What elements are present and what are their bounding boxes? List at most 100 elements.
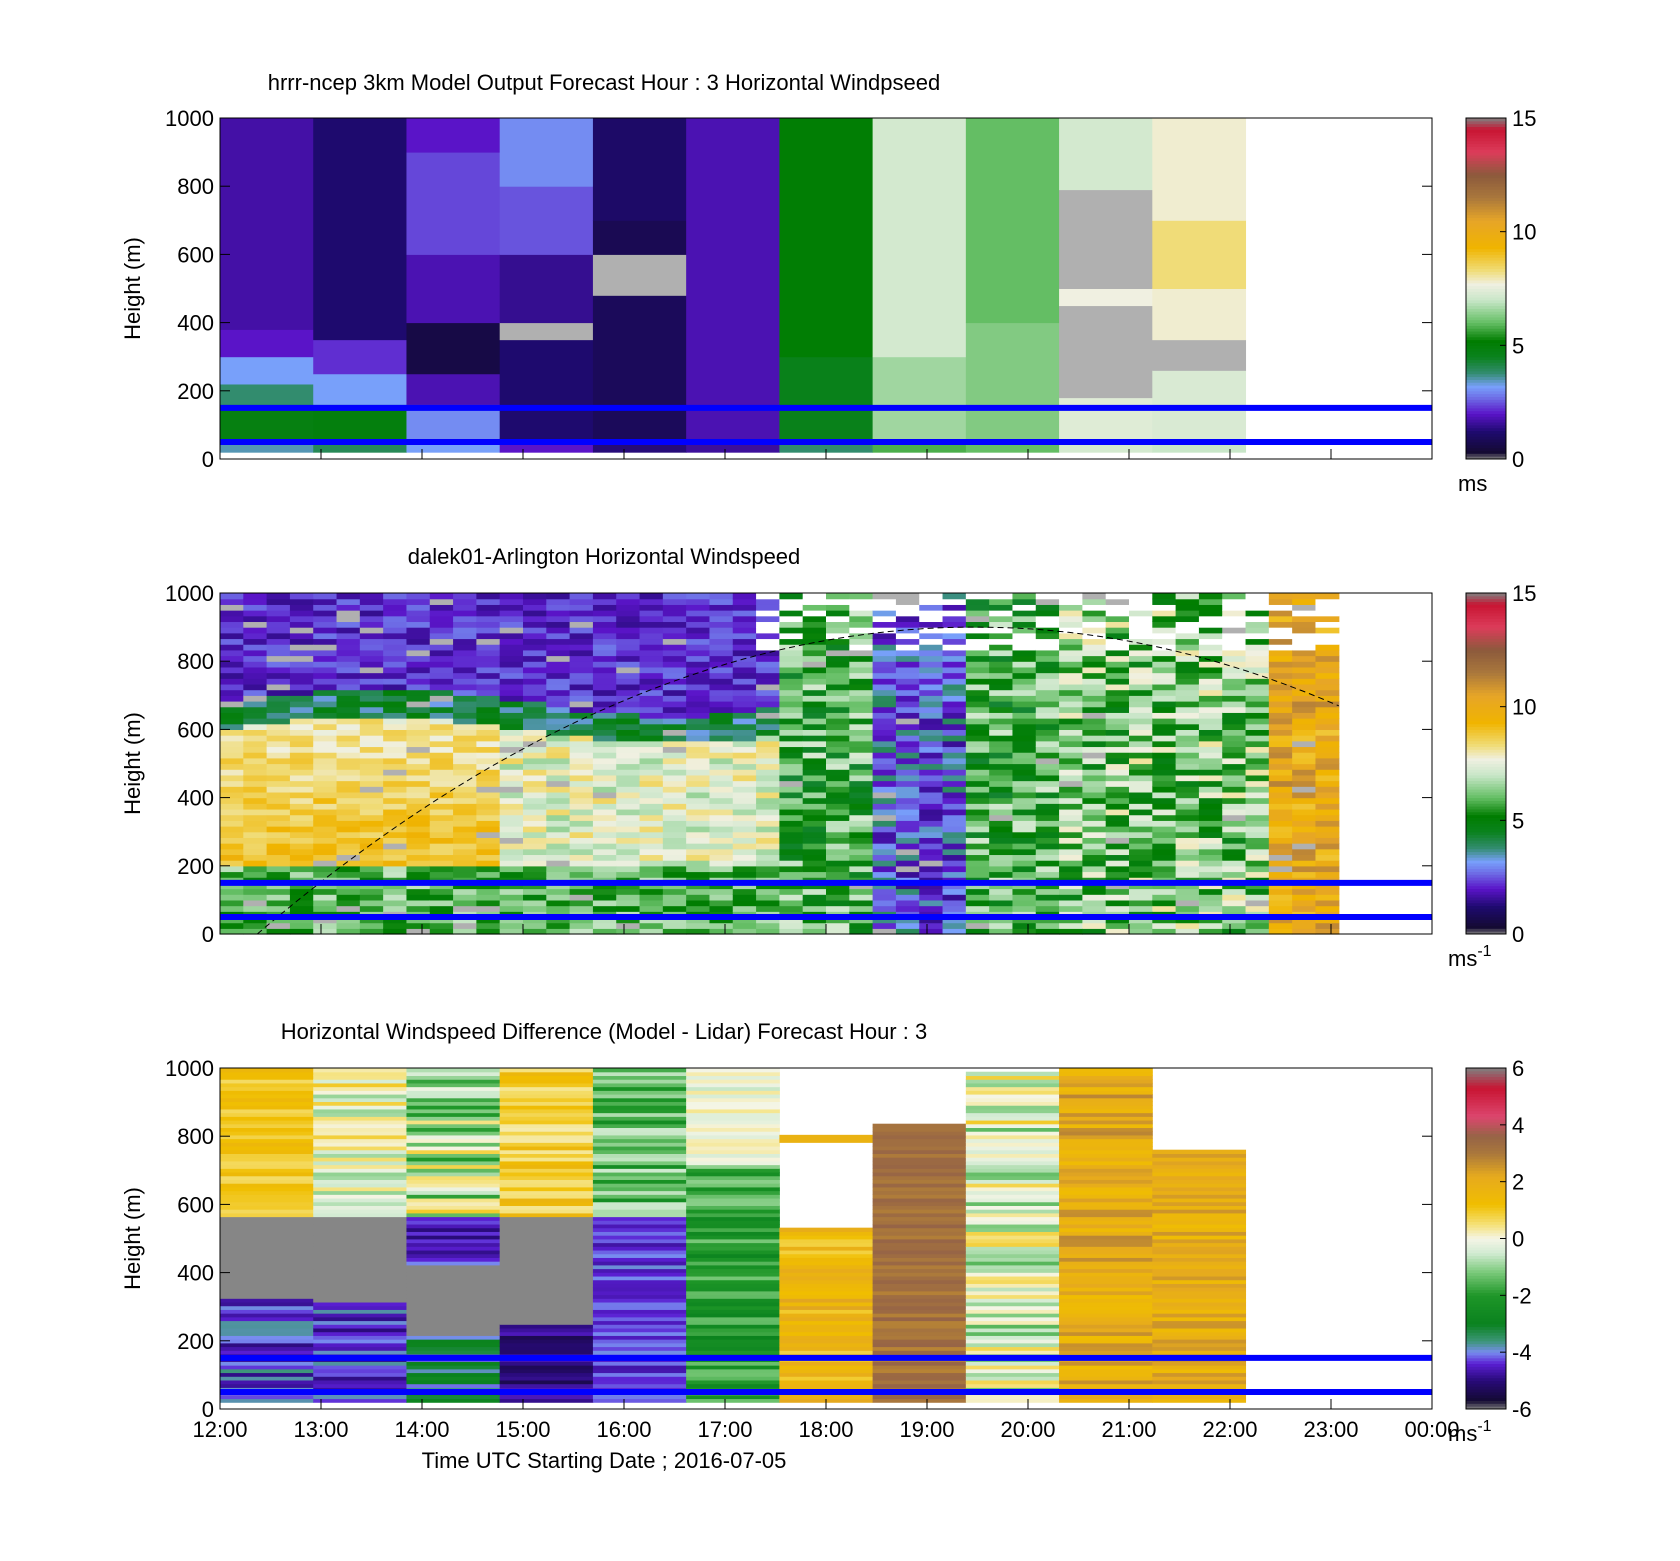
lidar-cell <box>849 735 874 742</box>
model-cell <box>1059 397 1153 440</box>
lidar-cell <box>592 905 617 912</box>
lidar-cell <box>1292 871 1317 878</box>
difference-cell <box>1152 1376 1247 1381</box>
lidar-cell <box>220 666 244 674</box>
colorbar-swatch <box>1466 154 1506 159</box>
lidar-cell <box>1292 695 1317 702</box>
lidar-cell <box>243 814 268 821</box>
lidar-cell <box>1245 791 1270 799</box>
lidar-cell <box>569 718 594 725</box>
lidar-cell <box>686 780 711 787</box>
lidar-cell <box>639 860 664 867</box>
difference-cell <box>779 1376 874 1381</box>
difference-cell <box>220 1197 314 1203</box>
difference-cell <box>313 1238 407 1244</box>
lidar-cell <box>523 791 547 799</box>
lidar-cell <box>1129 735 1153 742</box>
lidar-cell <box>429 615 454 623</box>
lidar-cell <box>1082 763 1107 770</box>
colorbar-swatch <box>1466 908 1506 912</box>
difference-cell <box>872 1238 967 1244</box>
lidar-cell <box>872 627 897 634</box>
difference-cell <box>499 1398 594 1403</box>
lidar-cell <box>592 837 617 844</box>
lidar-cell <box>1012 712 1037 719</box>
difference-cell <box>499 1160 594 1166</box>
lidar-cell <box>965 928 990 935</box>
y-tick-label: 200 <box>177 1329 214 1354</box>
lidar-cell <box>220 757 244 765</box>
lidar-cell <box>919 661 944 668</box>
lidar-cell <box>383 752 408 759</box>
lidar-cell <box>359 752 384 759</box>
lidar-cell <box>1315 916 1340 924</box>
lidar-cell <box>732 831 757 838</box>
difference-cell <box>686 1175 780 1180</box>
difference-cell <box>965 1220 1060 1225</box>
lidar-cell <box>243 615 268 623</box>
lidar-cell <box>965 826 990 833</box>
difference-cell <box>1059 1186 1153 1192</box>
difference-cell <box>1059 1131 1153 1136</box>
difference-cell <box>1152 1238 1247 1244</box>
lidar-cell <box>1292 706 1317 713</box>
lidar-cell <box>1152 752 1177 759</box>
lidar-cell <box>313 843 338 850</box>
colorbar-swatch <box>1466 1244 1506 1248</box>
lidar-cell <box>289 837 314 844</box>
lidar-cell <box>616 644 641 651</box>
lidar-cell <box>1245 757 1270 765</box>
lidar-cell <box>1059 894 1083 901</box>
lidar-cell <box>546 644 571 651</box>
difference-cell <box>592 1372 687 1377</box>
lidar-cell <box>849 791 874 799</box>
lidar-cell <box>1175 678 1200 685</box>
lidar-cell <box>942 882 967 890</box>
lidar-cell <box>1152 695 1177 702</box>
lidar-cell <box>686 888 711 895</box>
difference-cell <box>686 1186 780 1192</box>
lidar-cell <box>1198 860 1223 867</box>
difference-cell <box>499 1372 594 1377</box>
colorbar-swatch <box>1466 424 1506 429</box>
lidar-cell <box>1035 700 1060 708</box>
lidar-cell <box>406 718 431 725</box>
difference-cell <box>220 1298 314 1303</box>
lidar-cell <box>243 928 268 935</box>
colorbar-swatch <box>1466 1076 1506 1080</box>
difference-cell <box>499 1212 594 1218</box>
lidar-cell <box>849 871 874 878</box>
lidar-cell <box>639 894 664 901</box>
colorbar-tick-label: 5 <box>1512 333 1524 358</box>
lidar-cell <box>313 700 338 708</box>
lidar-cell <box>872 791 897 799</box>
lidar-cell <box>1222 786 1247 793</box>
colorbar-swatch <box>1466 447 1506 451</box>
lidar-cell <box>662 848 687 856</box>
colorbar-swatch <box>1466 322 1506 326</box>
difference-cell <box>1059 1119 1153 1125</box>
lidar-cell <box>895 814 920 821</box>
lidar-cell <box>336 689 361 696</box>
lidar-cell <box>569 740 594 748</box>
lidar-cell <box>1082 820 1107 827</box>
lidar-cell <box>1105 655 1130 662</box>
lidar-cell <box>826 826 850 833</box>
lidar-cell <box>289 615 314 623</box>
difference-cell <box>406 1164 501 1169</box>
lidar-cell <box>359 700 384 708</box>
difference-cell <box>872 1339 967 1344</box>
colorbar-swatch <box>1466 1104 1506 1109</box>
difference-cell <box>499 1186 594 1192</box>
lidar-cell <box>1152 843 1177 850</box>
colorbar-swatch <box>1466 919 1506 924</box>
lidar-cell <box>965 689 990 696</box>
lidar-cell <box>779 655 804 662</box>
lidar-cell <box>919 666 944 674</box>
lidar-cell <box>849 666 874 674</box>
lidar-cell <box>989 871 1014 878</box>
difference-cell <box>499 1287 594 1292</box>
lidar-cell <box>1105 661 1130 668</box>
lidar-cell <box>359 610 384 617</box>
lidar-cell <box>616 678 641 685</box>
